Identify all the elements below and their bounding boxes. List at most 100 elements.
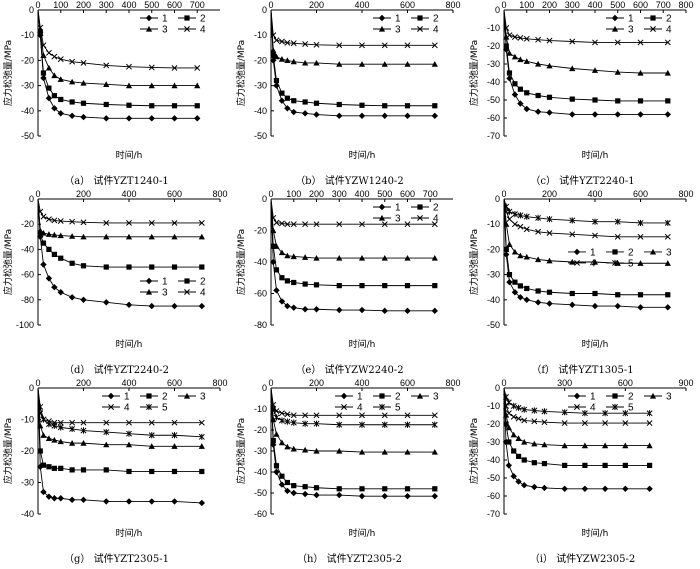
x-tick-label: 800: [212, 378, 227, 388]
data-point-2: [103, 101, 109, 108]
data-point-1: [51, 495, 58, 502]
series-4: [270, 387, 438, 419]
y-tick-label: -30: [21, 478, 34, 488]
y-tick-label: 0: [495, 194, 500, 204]
data-point-5: [646, 410, 653, 417]
series-2: [37, 9, 200, 109]
data-point-4: [148, 219, 155, 226]
data-point-2: [126, 264, 132, 270]
data-point-3: [37, 227, 44, 234]
data-point-3: [503, 33, 510, 40]
x-tick-label: 0: [501, 0, 506, 10]
data-point-2: [582, 462, 588, 468]
data-point-2: [51, 465, 57, 471]
y-tick-label: 0: [262, 383, 267, 393]
legend-marker-1: [378, 14, 386, 22]
y-tick-label: -30: [21, 81, 34, 91]
data-point-5: [521, 406, 528, 413]
data-point-1: [546, 300, 553, 307]
legend-marker-5: [146, 403, 152, 411]
x-tick-label: 0: [501, 189, 506, 199]
data-point-4: [404, 412, 411, 419]
data-point-1: [381, 112, 388, 120]
data-point-3: [541, 441, 548, 448]
data-point-3: [591, 258, 599, 265]
data-point-3: [381, 61, 388, 67]
data-point-2: [80, 467, 87, 473]
series-line-4: [270, 198, 435, 225]
data-point-2: [336, 486, 342, 492]
data-point-2: [515, 453, 522, 459]
y-tick-label: -10: [487, 401, 500, 411]
data-point-2: [126, 468, 132, 475]
data-point-3: [431, 61, 438, 67]
legend-label-3: 3: [200, 392, 206, 403]
data-point-2: [359, 283, 365, 289]
data-point-2: [336, 101, 342, 108]
data-point-4: [171, 419, 178, 426]
data-point-1: [45, 275, 53, 282]
x-tick-label: 0: [35, 189, 40, 199]
data-point-4: [37, 24, 44, 31]
data-point-2: [511, 448, 517, 454]
data-point-2: [404, 283, 411, 289]
legend-label-3: 3: [395, 25, 401, 36]
data-point-2: [284, 278, 290, 284]
y-tick-label: -20: [487, 419, 500, 429]
data-point-3: [290, 58, 297, 65]
data-point-4: [126, 419, 132, 426]
series-4: [37, 9, 201, 71]
data-point-5: [302, 420, 309, 427]
y-tick-label: -40: [487, 455, 500, 465]
series-1: [270, 198, 438, 315]
x-axis-label: 时间/h: [582, 338, 609, 350]
data-point-3: [614, 69, 621, 75]
y-axis-label: 应力松弛量/MPa: [235, 418, 247, 484]
data-point-3: [103, 81, 110, 87]
data-point-1: [534, 299, 542, 306]
y-axis-label: 应力松弛量/MPa: [2, 229, 14, 295]
data-point-1: [148, 498, 155, 505]
x-axis-label: 时间/h: [582, 149, 609, 161]
data-point-2: [103, 264, 109, 270]
data-point-1: [270, 258, 277, 266]
data-point-1: [51, 284, 58, 291]
data-point-2: [270, 243, 276, 249]
legend-label-3: 3: [666, 392, 672, 403]
data-point-1: [40, 488, 47, 496]
data-point-5: [80, 427, 87, 434]
legend-label-5: 5: [628, 403, 634, 414]
data-point-2: [569, 96, 575, 102]
data-point-3: [521, 438, 528, 445]
legend-marker-2: [417, 204, 423, 210]
y-tick-label: -20: [21, 55, 34, 65]
data-point-5: [359, 421, 365, 428]
legend-label-1: 1: [590, 392, 596, 403]
data-point-5: [637, 219, 644, 227]
legend-marker-5: [612, 259, 618, 267]
data-point-4: [284, 39, 291, 46]
data-point-2: [194, 103, 200, 109]
data-point-2: [404, 486, 411, 492]
data-point-4: [278, 220, 285, 227]
data-point-2: [432, 283, 438, 289]
x-axis-label: 时间/h: [349, 338, 376, 350]
x-tick-label: 100: [286, 189, 301, 199]
data-point-3: [302, 254, 309, 260]
data-point-5: [569, 217, 576, 224]
y-tick-label: -40: [254, 467, 267, 477]
data-point-1: [290, 304, 297, 311]
data-point-3: [313, 447, 320, 454]
legend-marker-4: [417, 215, 423, 221]
data-point-1: [313, 491, 320, 499]
legend-label-2: 2: [200, 277, 206, 288]
x-tick-label: 600: [167, 189, 182, 199]
series-1: [270, 9, 438, 120]
data-point-2: [46, 85, 52, 91]
data-point-1: [273, 468, 280, 476]
data-point-4: [431, 412, 438, 419]
data-point-2: [149, 264, 155, 270]
legend-marker-4: [184, 289, 190, 295]
data-point-2: [58, 96, 64, 103]
legend-marker-5: [379, 403, 385, 411]
